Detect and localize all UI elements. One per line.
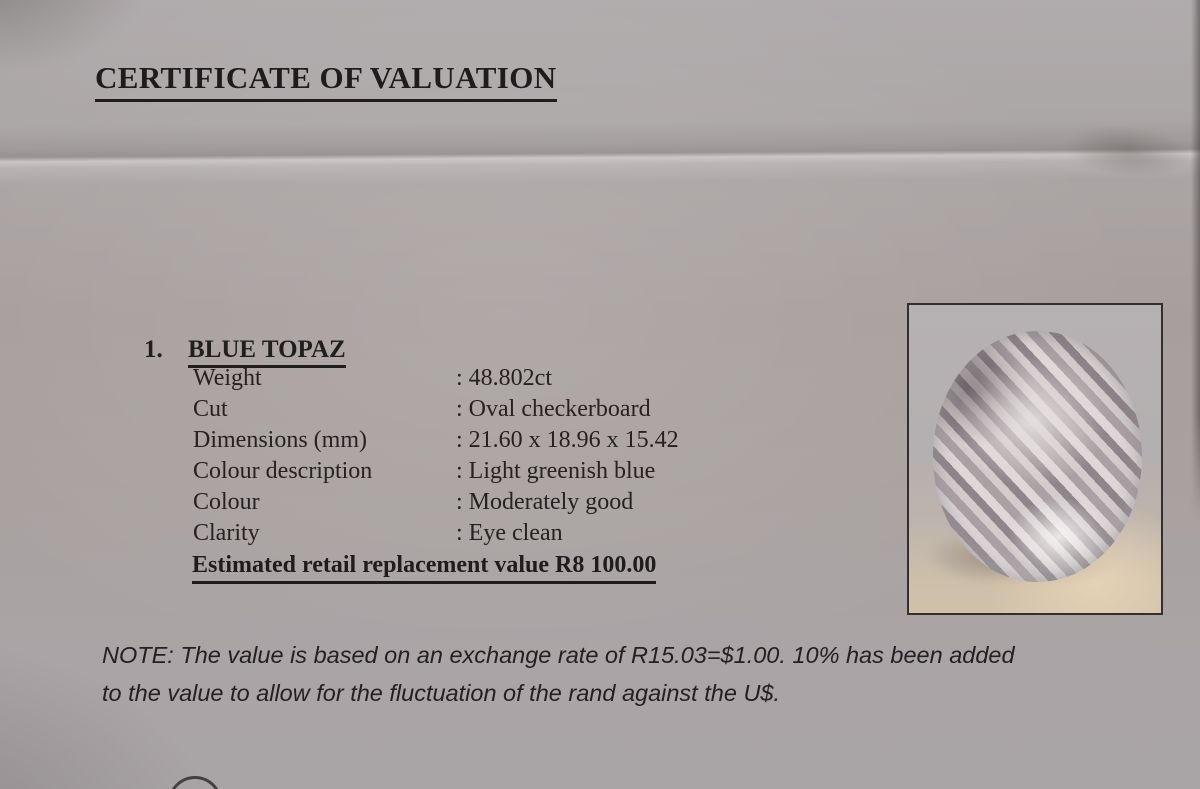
estimated-value-line: Estimated retail replacement value R8 10…	[192, 552, 657, 584]
field-value: : Moderately good	[456, 489, 634, 515]
field-row-cut: Cut : Oval checkerboard	[193, 396, 813, 427]
note-line-2: to the value to allow for the fluctuatio…	[102, 679, 781, 706]
gemstone-photo-frame	[899, 303, 1163, 615]
item-name: BLUE TOPAZ	[188, 336, 346, 368]
estimated-value-text: Estimated retail replacement value R8 10…	[192, 552, 657, 584]
field-row-clarity: Clarity : Eye clean	[193, 520, 813, 551]
paper-shadow-bottom-left	[0, 469, 460, 789]
field-row-colour-description: Colour description : Light greenish blue	[193, 458, 813, 489]
item-name-text: BLUE TOPAZ	[188, 336, 346, 368]
note-line-1: NOTE: The value is based on an exchange …	[102, 642, 1015, 668]
field-row-weight: Weight : 48.802ct	[193, 365, 813, 396]
item-number: 1.	[144, 336, 163, 363]
field-label: Colour description	[193, 458, 373, 484]
exchange-rate-note: NOTE: The value is based on an exchange …	[102, 637, 1022, 712]
field-row-colour: Colour : Moderately good	[193, 489, 813, 520]
field-label: Dimensions (mm)	[193, 427, 367, 453]
certificate-title: CERTIFICATE OF VALUATION	[95, 60, 557, 102]
field-label: Colour	[193, 489, 260, 515]
paper-right-edge-shadow	[1191, 0, 1200, 520]
field-value: : Eye clean	[456, 520, 563, 546]
field-value: : 48.802ct	[456, 365, 552, 391]
field-value: : Oval checkerboard	[456, 396, 651, 422]
field-label: Clarity	[193, 520, 260, 546]
field-label: Cut	[193, 396, 228, 422]
field-value: : Light greenish blue	[456, 458, 656, 484]
gemstone-image	[933, 331, 1142, 582]
field-value: : 21.60 x 18.96 x 15.42	[456, 427, 679, 453]
certificate-title-text: CERTIFICATE OF VALUATION	[95, 60, 557, 102]
field-row-dimensions: Dimensions (mm) : 21.60 x 18.96 x 15.42	[193, 427, 813, 458]
item-attributes: Weight : 48.802ct Cut : Oval checkerboar…	[193, 365, 813, 551]
paper-fold-crease	[0, 117, 1200, 186]
field-label: Weight	[193, 365, 262, 391]
paper-shadow-top-left	[0, 0, 320, 180]
